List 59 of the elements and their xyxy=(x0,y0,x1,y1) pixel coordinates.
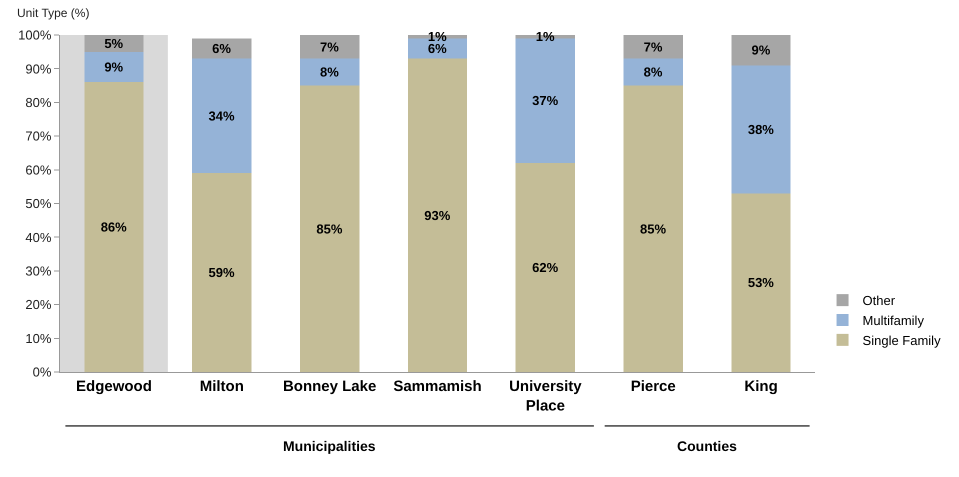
bar xyxy=(300,58,360,86)
bar xyxy=(731,35,791,66)
data-label: 6% xyxy=(212,40,232,56)
y-tick-label: 50% xyxy=(25,196,52,212)
data-label: 86% xyxy=(100,220,128,235)
y-axis-title: Unit Type (%) xyxy=(17,6,90,20)
y-tick-label: 100% xyxy=(18,28,52,43)
data-label: 85% xyxy=(316,221,343,236)
data-label: 85% xyxy=(640,221,666,236)
x-tick-label: University Place xyxy=(509,378,582,414)
data-label: 8% xyxy=(320,64,340,80)
y-tick-label: 30% xyxy=(25,263,52,278)
bar xyxy=(192,58,252,174)
y-tick-label: 40% xyxy=(25,230,52,245)
legend-label: Other xyxy=(862,293,896,308)
bar xyxy=(192,173,252,372)
bar xyxy=(192,38,252,59)
data-label: 9% xyxy=(104,60,124,75)
y-tick-label: 60% xyxy=(25,162,52,178)
data-label: 59% xyxy=(208,265,236,280)
y-tick-label: 20% xyxy=(25,297,52,312)
y-tick-label: 70% xyxy=(25,128,52,144)
bar xyxy=(624,35,683,59)
data-label: 1% xyxy=(536,29,555,44)
legend-label: Multifamily xyxy=(862,313,924,328)
data-label: 53% xyxy=(748,275,774,290)
bar xyxy=(300,86,360,372)
y-tick-label: 80% xyxy=(25,94,52,110)
data-label: 9% xyxy=(751,42,771,58)
y-tick-label: 10% xyxy=(25,330,52,346)
data-label: 34% xyxy=(208,108,236,124)
data-label: 7% xyxy=(320,39,340,54)
data-label: 62% xyxy=(532,260,559,276)
x-tick-label: Milton xyxy=(200,378,244,395)
bar xyxy=(516,163,576,372)
data-label: 7% xyxy=(644,39,663,54)
text: Municipalities xyxy=(283,438,376,454)
bar xyxy=(731,65,791,194)
legend-label: Single Family xyxy=(862,332,942,348)
x-tick-label: Sammamish xyxy=(393,378,482,395)
bar xyxy=(731,193,791,372)
bar xyxy=(624,58,683,86)
text: Counties xyxy=(677,438,738,454)
x-tick-label: Bonney Lake xyxy=(282,378,376,395)
bar xyxy=(300,35,360,59)
bar xyxy=(84,52,144,82)
bar xyxy=(408,58,468,372)
y-tick-label: 90% xyxy=(25,61,52,76)
bar xyxy=(84,35,144,52)
y-tick-label: 0% xyxy=(32,364,52,380)
bar xyxy=(624,86,683,372)
x-tick-label: Edgewood xyxy=(76,378,152,395)
data-label: 5% xyxy=(104,36,124,51)
data-label: 93% xyxy=(424,208,451,223)
data-label: 38% xyxy=(748,122,774,137)
data-label: 8% xyxy=(644,64,663,80)
x-tick-label: Pierce xyxy=(630,378,676,395)
x-tick-label: King xyxy=(744,378,778,395)
data-label: 37% xyxy=(532,93,559,108)
